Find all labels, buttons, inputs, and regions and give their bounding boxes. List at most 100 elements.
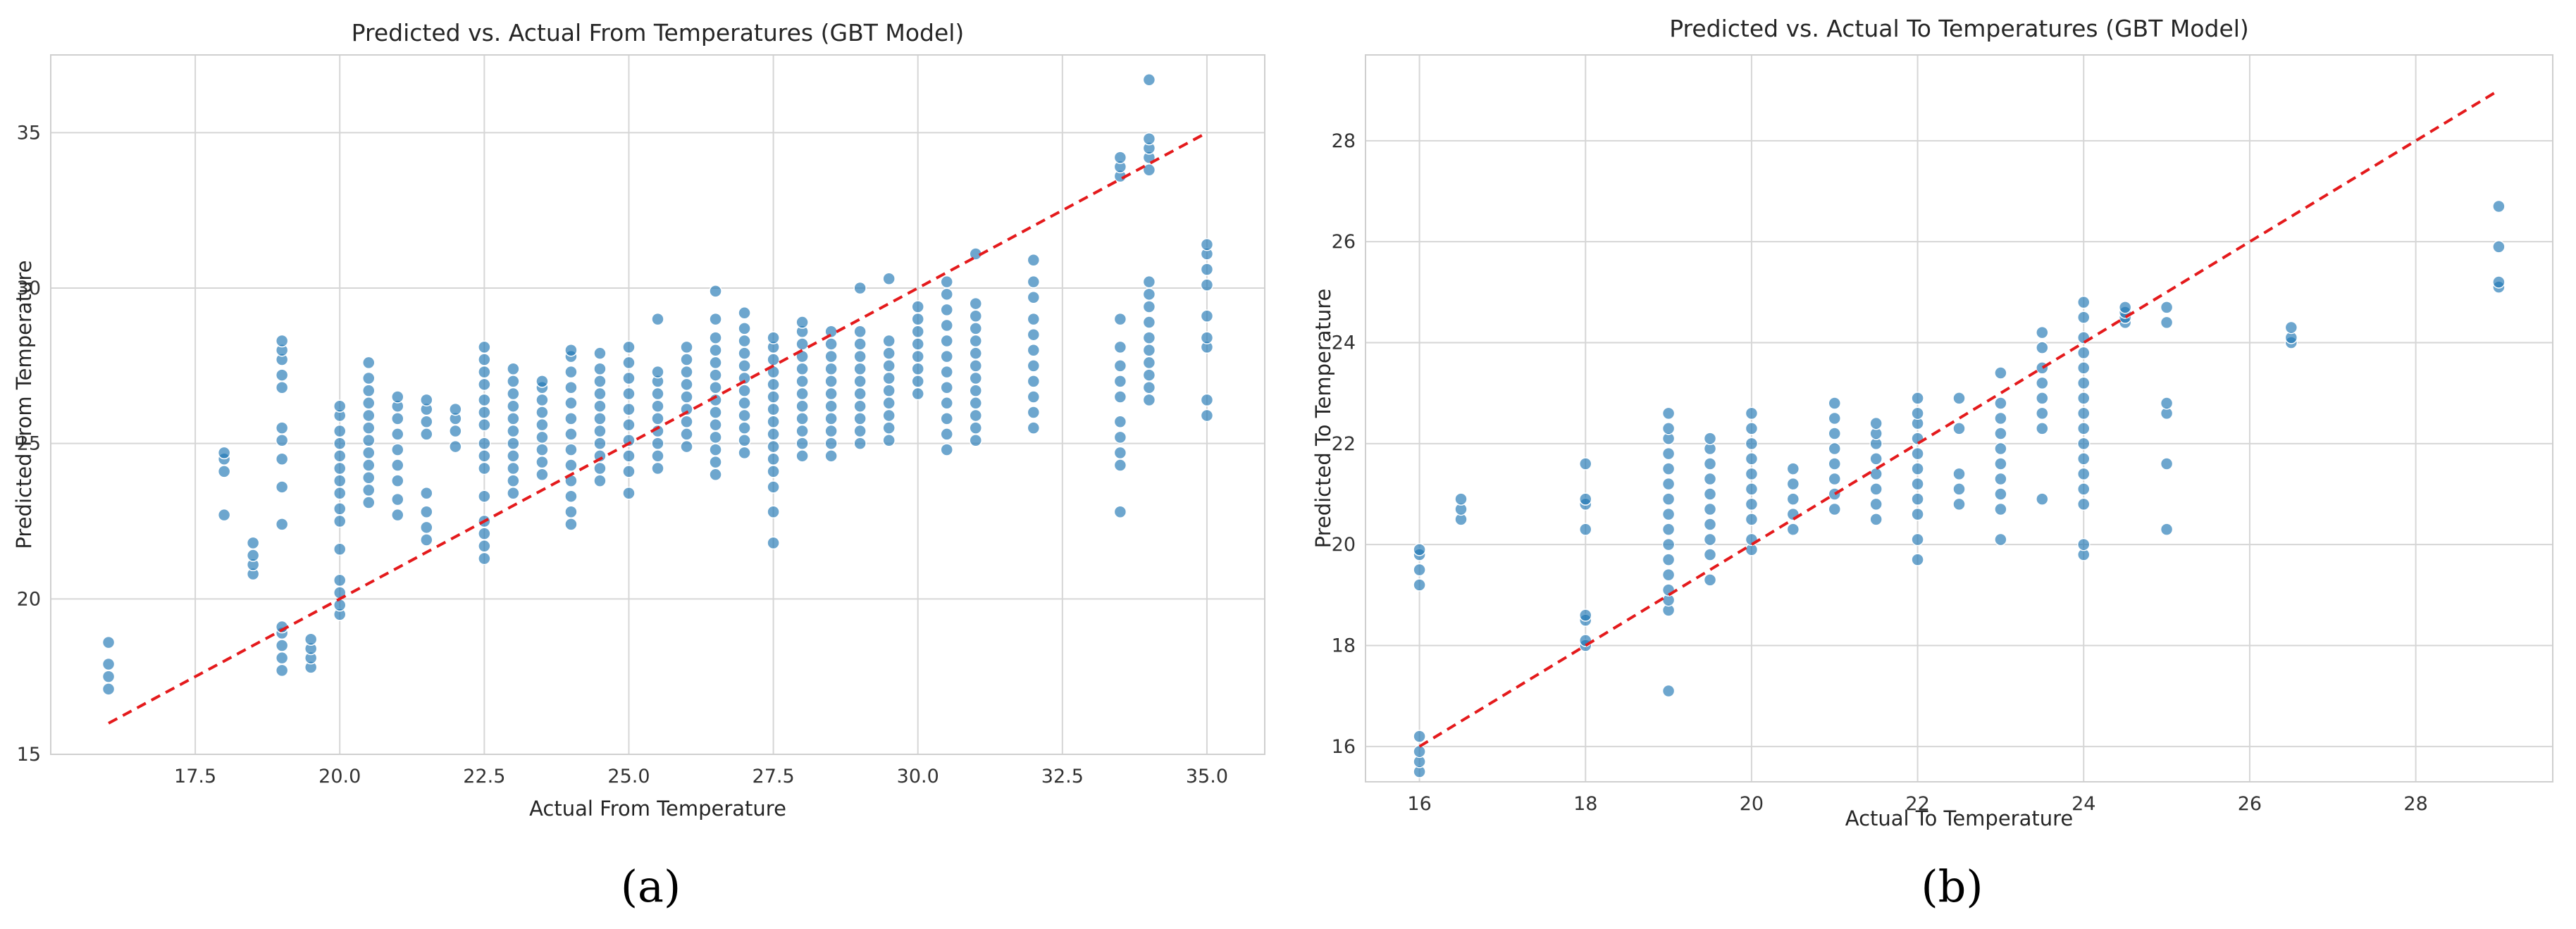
data-point <box>853 437 867 450</box>
data-point <box>101 635 116 649</box>
data-point <box>767 439 780 454</box>
data-point <box>275 518 289 531</box>
data-point <box>738 421 751 435</box>
data-point <box>1994 442 2007 456</box>
data-point <box>824 399 838 413</box>
data-point <box>593 424 607 438</box>
data-point <box>824 412 838 425</box>
data-point <box>535 375 549 388</box>
data-point <box>1703 548 1717 561</box>
data-point <box>622 418 636 432</box>
data-point <box>795 449 809 463</box>
data-point <box>1911 507 1924 521</box>
x-tick-label: 28 <box>2403 793 2427 815</box>
data-point <box>940 443 953 456</box>
data-point <box>709 312 722 326</box>
data-point <box>1113 312 1127 326</box>
data-point <box>1745 482 1759 496</box>
data-point <box>391 492 404 506</box>
data-point <box>651 437 664 450</box>
y-tick-label: 22 <box>1332 433 1356 455</box>
data-point <box>478 353 491 366</box>
data-point <box>535 393 549 407</box>
data-point <box>1142 132 1156 146</box>
y-tick-label: 25 <box>17 433 41 455</box>
data-point <box>420 487 433 500</box>
data-point <box>1828 457 1842 470</box>
data-point <box>709 430 722 444</box>
data-point <box>1142 344 1156 357</box>
data-point <box>2036 422 2049 435</box>
data-point <box>564 397 578 410</box>
data-point <box>709 344 722 357</box>
data-point <box>738 446 751 460</box>
data-point <box>333 487 347 500</box>
data-point <box>969 384 983 397</box>
data-point <box>362 356 376 370</box>
data-point <box>911 337 924 351</box>
data-point <box>738 334 751 348</box>
data-point <box>882 347 896 360</box>
data-point <box>853 424 867 438</box>
x-tick-label: 18 <box>1573 793 1597 815</box>
data-point <box>275 651 289 665</box>
data-point <box>593 387 607 401</box>
data-point <box>738 347 751 360</box>
data-point <box>101 670 116 683</box>
data-point <box>709 380 722 394</box>
data-point <box>420 415 433 429</box>
data-point <box>853 325 867 339</box>
data-point <box>1579 492 1592 506</box>
data-point <box>622 356 636 370</box>
data-point <box>304 632 318 646</box>
data-point <box>882 397 896 410</box>
data-point <box>969 322 983 335</box>
data-point <box>2036 392 2049 405</box>
data-point <box>709 331 722 344</box>
data-point <box>1786 477 1800 491</box>
data-point <box>246 549 260 562</box>
data-point <box>1994 472 2007 486</box>
data-point <box>2076 406 2091 420</box>
data-point <box>882 421 896 435</box>
data-point <box>622 340 636 354</box>
data-point <box>478 378 491 392</box>
data-point <box>1994 411 2007 425</box>
data-point <box>969 434 983 447</box>
data-point <box>1911 492 1924 506</box>
data-point <box>680 415 693 429</box>
data-point <box>1027 290 1041 304</box>
data-point <box>564 490 578 503</box>
data-point <box>1661 492 1676 506</box>
x-tick-label: 22 <box>1905 793 1929 815</box>
data-point <box>882 371 896 385</box>
data-point <box>1027 344 1041 357</box>
data-point <box>1113 430 1127 444</box>
data-points-a <box>101 73 1214 696</box>
data-point <box>362 496 376 509</box>
y-tick-label: 16 <box>1332 736 1356 758</box>
data-point <box>391 412 404 425</box>
data-point <box>767 465 780 478</box>
data-point <box>1661 507 1676 521</box>
data-point <box>911 362 924 375</box>
data-point <box>1869 452 1883 466</box>
data-point <box>362 483 376 497</box>
data-point <box>507 487 520 500</box>
data-point <box>1200 309 1214 323</box>
data-point <box>680 340 693 354</box>
data-point <box>1661 568 1676 582</box>
data-point <box>969 409 983 423</box>
x-tick-label: 30.0 <box>897 766 939 787</box>
data-point <box>593 437 607 450</box>
data-point <box>969 371 983 385</box>
data-point <box>709 468 722 482</box>
data-point <box>738 384 751 397</box>
data-point <box>1994 502 2007 516</box>
data-point <box>709 285 722 298</box>
data-point <box>622 449 636 463</box>
ideal-fit-line-a <box>108 131 1208 725</box>
data-point <box>2076 437 2091 451</box>
data-point <box>680 378 693 392</box>
data-point <box>564 365 578 379</box>
